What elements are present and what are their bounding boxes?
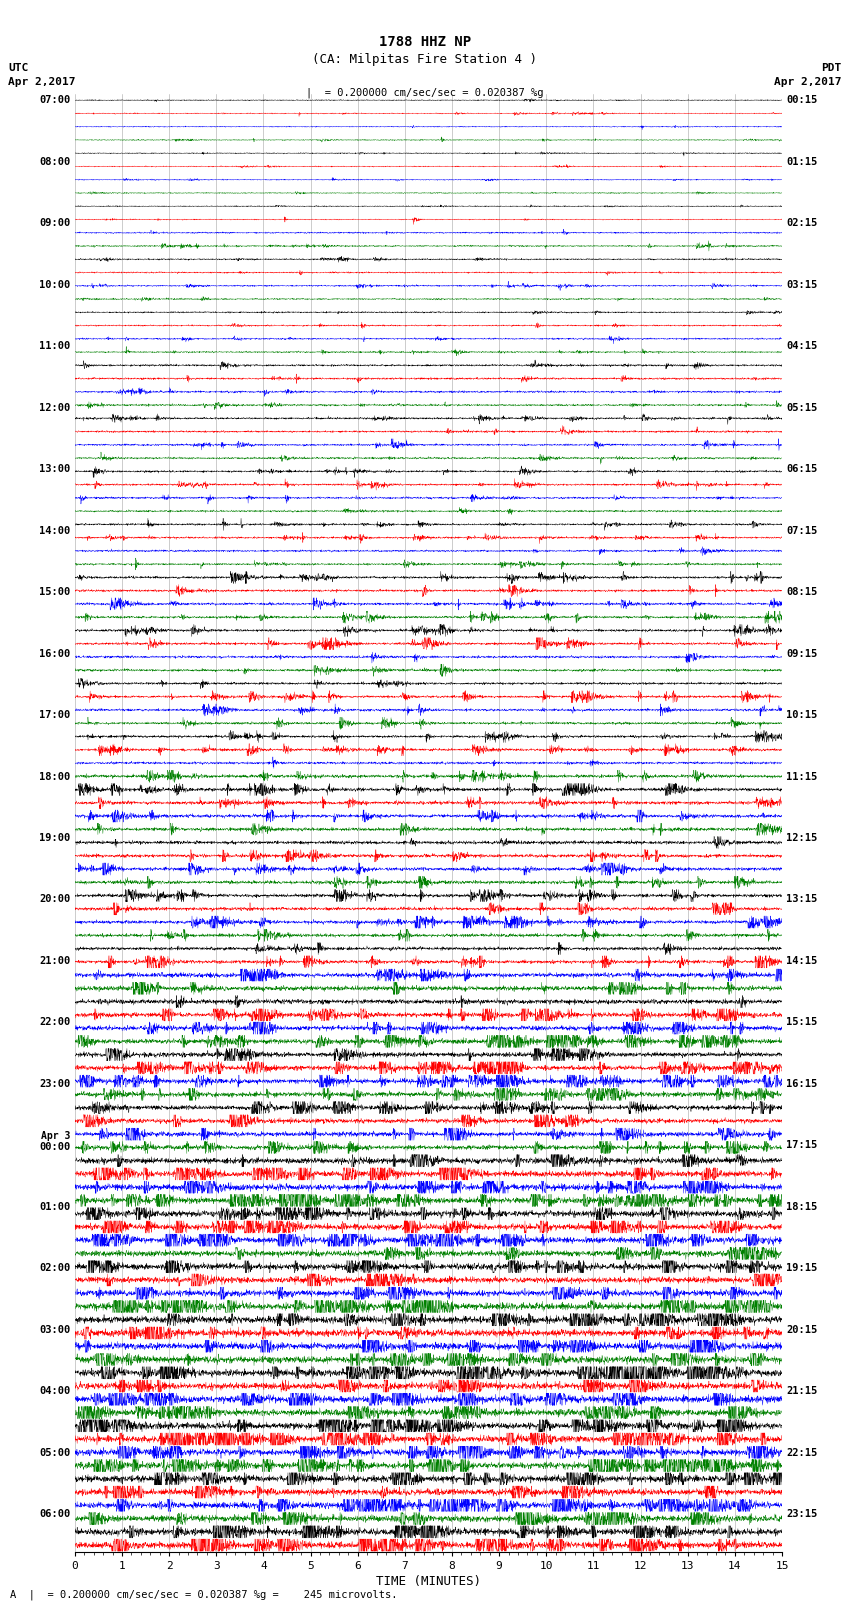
Text: 14:15: 14:15	[786, 957, 818, 966]
Text: 17:15: 17:15	[786, 1140, 818, 1150]
Text: 12:00: 12:00	[39, 403, 71, 413]
Text: 05:00: 05:00	[39, 1448, 71, 1458]
Text: 1788 HHZ NP: 1788 HHZ NP	[379, 35, 471, 50]
Text: 14:00: 14:00	[39, 526, 71, 536]
Text: 09:00: 09:00	[39, 218, 71, 227]
Text: 19:00: 19:00	[39, 832, 71, 844]
Text: 23:15: 23:15	[786, 1510, 818, 1519]
Text: 18:00: 18:00	[39, 771, 71, 782]
Text: 20:00: 20:00	[39, 895, 71, 905]
Text: 08:00: 08:00	[39, 156, 71, 166]
Text: 03:15: 03:15	[786, 279, 818, 290]
Text: 12:15: 12:15	[786, 832, 818, 844]
Text: 06:15: 06:15	[786, 465, 818, 474]
Text: 11:15: 11:15	[786, 771, 818, 782]
Text: 07:00: 07:00	[39, 95, 71, 105]
Text: 04:15: 04:15	[786, 340, 818, 352]
Text: 11:00: 11:00	[39, 340, 71, 352]
X-axis label: TIME (MINUTES): TIME (MINUTES)	[376, 1574, 481, 1587]
Text: Apr 2,2017: Apr 2,2017	[8, 77, 76, 87]
Text: 00:15: 00:15	[786, 95, 818, 105]
Text: 16:00: 16:00	[39, 648, 71, 658]
Text: |  = 0.200000 cm/sec/sec = 0.020387 %g: | = 0.200000 cm/sec/sec = 0.020387 %g	[306, 87, 544, 98]
Text: 18:15: 18:15	[786, 1202, 818, 1211]
Text: A  |  = 0.200000 cm/sec/sec = 0.020387 %g =    245 microvolts.: A | = 0.200000 cm/sec/sec = 0.020387 %g …	[10, 1589, 398, 1600]
Text: 05:15: 05:15	[786, 403, 818, 413]
Text: 07:15: 07:15	[786, 526, 818, 536]
Text: Apr 3: Apr 3	[42, 1131, 71, 1140]
Text: 08:15: 08:15	[786, 587, 818, 597]
Text: 02:15: 02:15	[786, 218, 818, 227]
Text: 02:00: 02:00	[39, 1263, 71, 1273]
Text: 09:15: 09:15	[786, 648, 818, 658]
Text: 22:00: 22:00	[39, 1018, 71, 1027]
Text: 10:15: 10:15	[786, 710, 818, 719]
Text: 16:15: 16:15	[786, 1079, 818, 1089]
Text: 15:15: 15:15	[786, 1018, 818, 1027]
Text: 13:15: 13:15	[786, 895, 818, 905]
Text: Apr 2,2017: Apr 2,2017	[774, 77, 842, 87]
Text: 10:00: 10:00	[39, 279, 71, 290]
Text: 17:00: 17:00	[39, 710, 71, 719]
Text: PDT: PDT	[821, 63, 842, 73]
Text: 01:15: 01:15	[786, 156, 818, 166]
Text: (CA: Milpitas Fire Station 4 ): (CA: Milpitas Fire Station 4 )	[313, 53, 537, 66]
Text: 15:00: 15:00	[39, 587, 71, 597]
Text: 13:00: 13:00	[39, 465, 71, 474]
Text: 06:00: 06:00	[39, 1510, 71, 1519]
Text: 23:00: 23:00	[39, 1079, 71, 1089]
Text: 03:00: 03:00	[39, 1324, 71, 1336]
Text: 01:00: 01:00	[39, 1202, 71, 1211]
Text: 21:15: 21:15	[786, 1386, 818, 1397]
Text: 21:00: 21:00	[39, 957, 71, 966]
Text: 00:00: 00:00	[39, 1142, 71, 1152]
Text: 04:00: 04:00	[39, 1386, 71, 1397]
Text: 22:15: 22:15	[786, 1448, 818, 1458]
Text: 19:15: 19:15	[786, 1263, 818, 1273]
Text: 20:15: 20:15	[786, 1324, 818, 1336]
Text: UTC: UTC	[8, 63, 29, 73]
